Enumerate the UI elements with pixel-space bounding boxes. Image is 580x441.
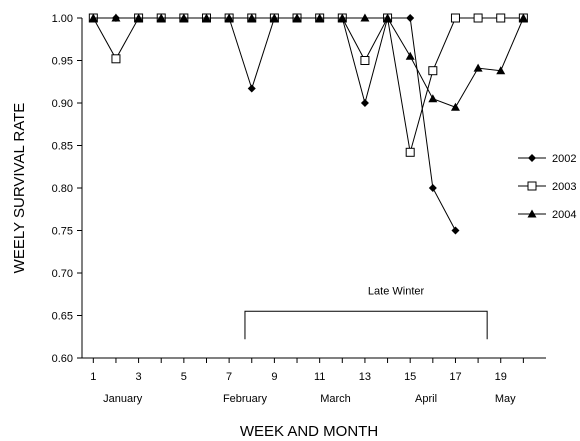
y-tick-label: 0.70 [52, 268, 73, 280]
y-axis-title: WEELY SURVIVAL RATE [11, 103, 28, 274]
late-winter-annotation: Late Winter [244, 285, 488, 340]
point-2004 [111, 13, 121, 22]
y-tick-label: 1.00 [52, 13, 73, 25]
legend-label: 2004 [552, 209, 576, 221]
point-2004 [496, 66, 506, 75]
point-2004 [269, 13, 279, 22]
point-2002 [360, 99, 369, 107]
y-tick-label: 0.75 [52, 226, 73, 238]
point-2004 [134, 13, 144, 22]
late-winter-bracket [244, 310, 488, 340]
y-tick-label: 0.65 [52, 311, 73, 323]
x-tick-label: 17 [449, 371, 461, 383]
legend-marker [527, 181, 537, 191]
month-label: March [320, 393, 351, 405]
point-2003 [428, 66, 438, 76]
legend-marker [528, 154, 536, 162]
point-2004 [428, 94, 438, 103]
x-tick-label: 1 [90, 371, 96, 383]
y-tick-label: 0.95 [52, 56, 73, 68]
point-2003 [496, 13, 506, 23]
point-2004 [383, 13, 393, 22]
series-line-2004 [93, 17, 524, 108]
point-2003 [360, 56, 370, 65]
point-2003 [450, 13, 460, 23]
point-2004 [337, 13, 347, 22]
point-2004 [292, 13, 302, 22]
month-label: February [223, 393, 268, 405]
x-axis-title: WEEK AND MONTH [240, 423, 378, 440]
point-2004 [247, 13, 257, 22]
point-2004 [201, 13, 211, 22]
annotation-label: Late Winter [368, 285, 425, 297]
y-tick-label: 0.90 [52, 98, 73, 110]
series-line-2002 [93, 17, 456, 231]
point-2004 [450, 102, 460, 111]
x-tick-label: 5 [181, 371, 187, 383]
x-tick-label: 15 [404, 371, 416, 383]
point-2004 [156, 13, 166, 22]
series-2003 [88, 13, 528, 157]
point-2004 [473, 63, 483, 72]
point-2004 [405, 51, 415, 60]
x-tick-label: 9 [271, 371, 277, 383]
y-tick-label: 0.80 [52, 183, 73, 195]
legend-item-2002: 2002 [518, 153, 576, 165]
point-2004 [518, 13, 528, 22]
y-tick-label: 0.85 [52, 141, 73, 153]
x-tick-label: 11 [314, 371, 325, 383]
legend: 2002 2003 2004 [518, 153, 576, 221]
month-label: April [415, 393, 437, 405]
y-tick-label: 0.60 [52, 353, 73, 365]
y-axis: 0.60 0.65 0.70 0.75 0.80 0.85 0.90 0.95 1.00 [52, 13, 82, 365]
month-label: January [103, 393, 143, 405]
series-2002 [89, 14, 460, 235]
month-label: May [495, 393, 516, 405]
point-2004 [224, 13, 234, 22]
series-2004 [88, 13, 528, 111]
point-2004 [360, 13, 370, 22]
point-2002 [406, 14, 415, 22]
point-2004 [315, 13, 325, 22]
legend-label: 2003 [552, 181, 576, 193]
point-2002 [247, 84, 256, 93]
point-2004 [179, 13, 189, 22]
legend-item-2004: 2004 [518, 209, 576, 221]
x-tick-label: 19 [495, 371, 507, 383]
point-2003 [473, 13, 483, 23]
legend-marker [527, 209, 537, 218]
point-2002 [451, 226, 460, 235]
point-2004 [88, 13, 98, 22]
x-tick-label: 7 [226, 371, 232, 383]
x-tick-label: 3 [136, 371, 142, 383]
series-layer [88, 13, 528, 235]
point-2003 [405, 147, 415, 157]
series-line-2003 [92, 16, 524, 153]
legend-item-2003: 2003 [518, 181, 576, 193]
point-2003 [111, 54, 121, 64]
x-tick-label: 13 [359, 371, 371, 383]
point-2002 [428, 184, 437, 192]
legend-label: 2002 [552, 153, 576, 165]
